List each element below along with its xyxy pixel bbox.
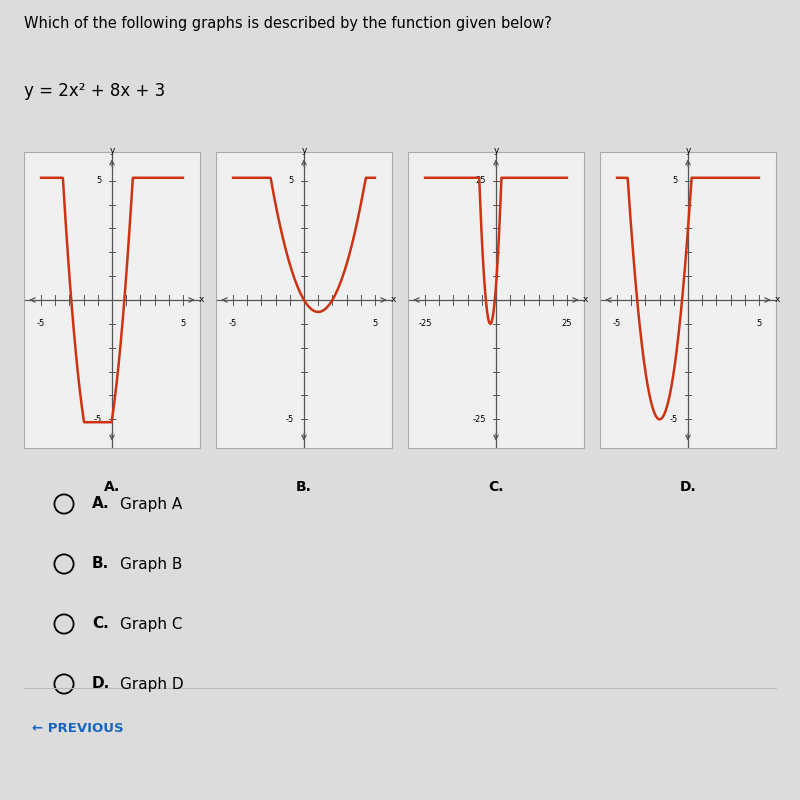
- Text: Graph C: Graph C: [120, 617, 182, 631]
- Text: y: y: [686, 146, 690, 155]
- Text: y: y: [110, 146, 114, 155]
- Text: B.: B.: [296, 480, 312, 494]
- Text: C.: C.: [92, 617, 109, 631]
- Text: -25: -25: [418, 319, 432, 328]
- Text: C.: C.: [488, 480, 504, 494]
- Text: D.: D.: [92, 677, 110, 691]
- Text: 25: 25: [562, 319, 572, 328]
- Text: -5: -5: [229, 319, 237, 328]
- Text: y: y: [494, 146, 498, 155]
- Text: 5: 5: [673, 176, 678, 185]
- Text: Which of the following graphs is described by the function given below?: Which of the following graphs is describ…: [24, 16, 552, 31]
- Text: 5: 5: [97, 176, 102, 185]
- Text: x: x: [774, 295, 780, 305]
- Text: -5: -5: [670, 415, 678, 424]
- Text: y: y: [302, 146, 306, 155]
- Text: 5: 5: [756, 319, 762, 328]
- Text: 25: 25: [475, 176, 486, 185]
- Text: D.: D.: [680, 480, 696, 494]
- Text: -25: -25: [473, 415, 486, 424]
- Text: -5: -5: [94, 415, 102, 424]
- Text: 5: 5: [289, 176, 294, 185]
- Text: y = 2x² + 8x + 3: y = 2x² + 8x + 3: [24, 82, 166, 100]
- Text: -5: -5: [613, 319, 621, 328]
- Text: Graph A: Graph A: [120, 497, 182, 511]
- Text: ← PREVIOUS: ← PREVIOUS: [32, 722, 124, 734]
- Text: x: x: [198, 295, 204, 305]
- Text: -5: -5: [286, 415, 294, 424]
- Text: A.: A.: [92, 497, 110, 511]
- Text: Graph D: Graph D: [120, 677, 184, 691]
- Text: 5: 5: [180, 319, 186, 328]
- Text: Graph B: Graph B: [120, 557, 182, 571]
- Text: -5: -5: [37, 319, 45, 328]
- Text: x: x: [390, 295, 396, 305]
- Text: B.: B.: [92, 557, 110, 571]
- Text: 5: 5: [372, 319, 378, 328]
- Text: A.: A.: [104, 480, 120, 494]
- Text: x: x: [582, 295, 588, 305]
